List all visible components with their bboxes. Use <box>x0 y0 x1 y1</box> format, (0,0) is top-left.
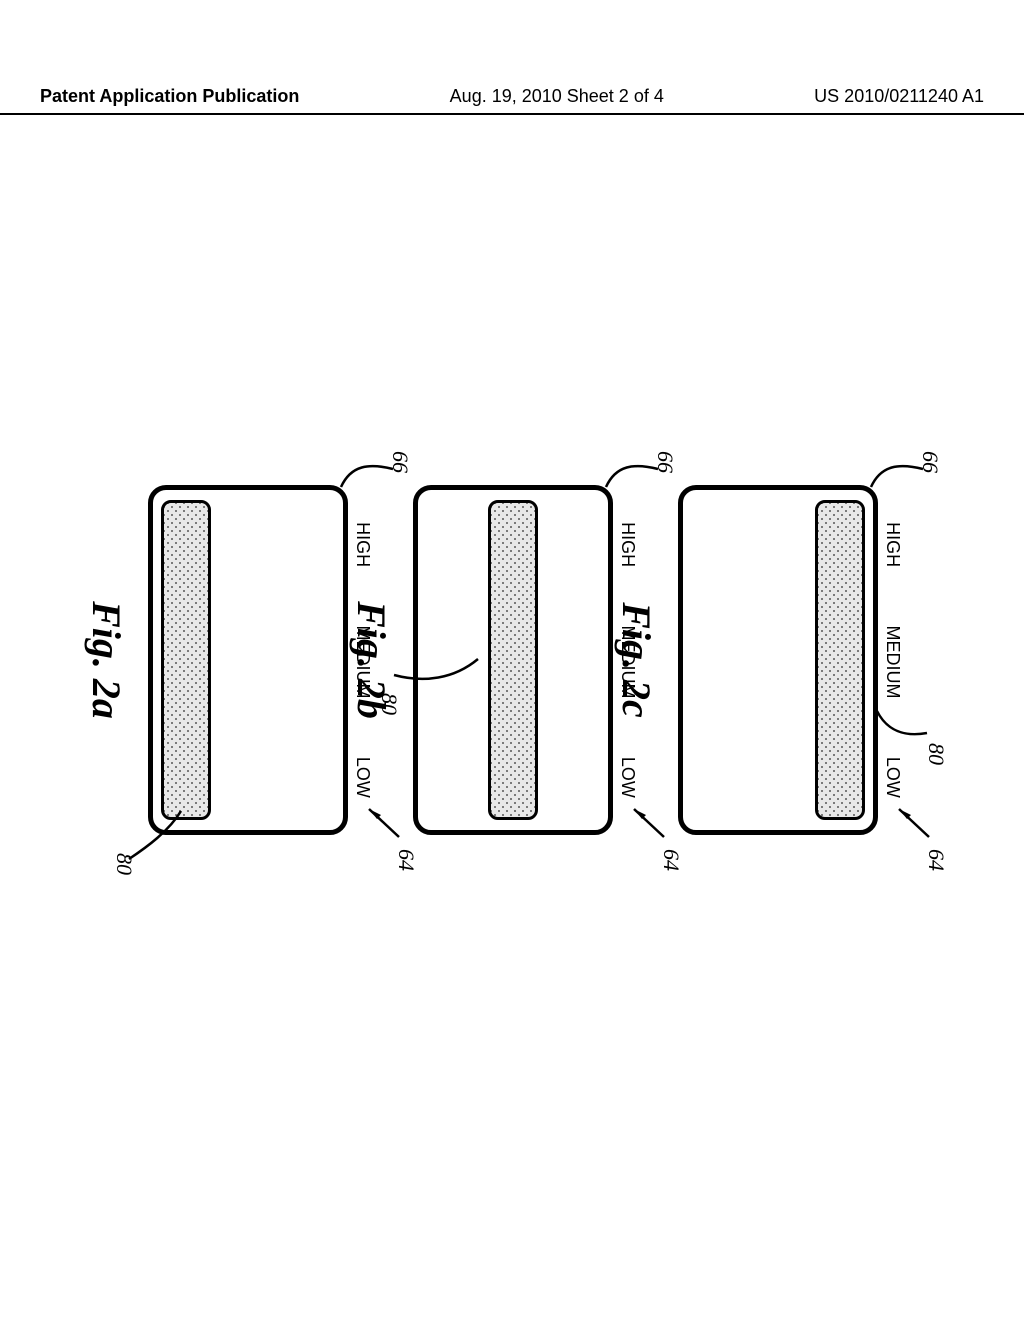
header-left: Patent Application Publication <box>40 86 299 107</box>
diagram-area: HIGH MEDIUM LOW 64 66 80 F <box>128 130 888 1190</box>
fig-2c-indicator-bar <box>815 500 865 820</box>
fig-2a-indicator-bar <box>161 500 211 820</box>
fig-2b-caption: Fig. 2b <box>348 485 395 835</box>
fig-2b-column: HIGH MEDIUM LOW 64 66 80 Fig. 2b <box>393 130 623 1190</box>
fig-2b-screen-frame <box>413 485 613 835</box>
label-medium: MEDIUM <box>882 625 903 698</box>
ref-66: 66 <box>917 451 943 473</box>
page-header: Patent Application Publication Aug. 19, … <box>0 86 1024 115</box>
fig-2b-panel: HIGH MEDIUM LOW 64 66 80 Fig. 2b <box>378 485 638 835</box>
fig-2c-panel: HIGH MEDIUM LOW 64 66 80 Fig. 2c <box>643 485 903 835</box>
fig-2c-column: HIGH MEDIUM LOW 64 66 80 Fig. 2c <box>658 130 888 1190</box>
label-high: HIGH <box>882 522 903 567</box>
fig-2a-screen-frame <box>148 485 348 835</box>
fig-2c-scale-labels: HIGH MEDIUM LOW <box>882 485 903 835</box>
fig-2a-caption: Fig. 2a <box>83 485 130 835</box>
ref-80: 80 <box>111 853 137 875</box>
ref-80: 80 <box>376 693 402 715</box>
header-mid: Aug. 19, 2010 Sheet 2 of 4 <box>299 86 814 107</box>
fig-2a-panel: HIGH MEDIUM LOW 64 66 80 F <box>113 485 373 835</box>
label-low: LOW <box>882 757 903 798</box>
ref-64: 64 <box>923 849 949 871</box>
ref-80: 80 <box>923 743 949 765</box>
fig-2c-screen-frame <box>678 485 878 835</box>
header-right: US 2010/0211240 A1 <box>814 86 984 107</box>
fig-2b-indicator-bar <box>488 500 538 820</box>
fig-2c-caption: Fig. 2c <box>613 485 660 835</box>
fig-2a-column: HIGH MEDIUM LOW 64 66 80 F <box>128 130 358 1190</box>
